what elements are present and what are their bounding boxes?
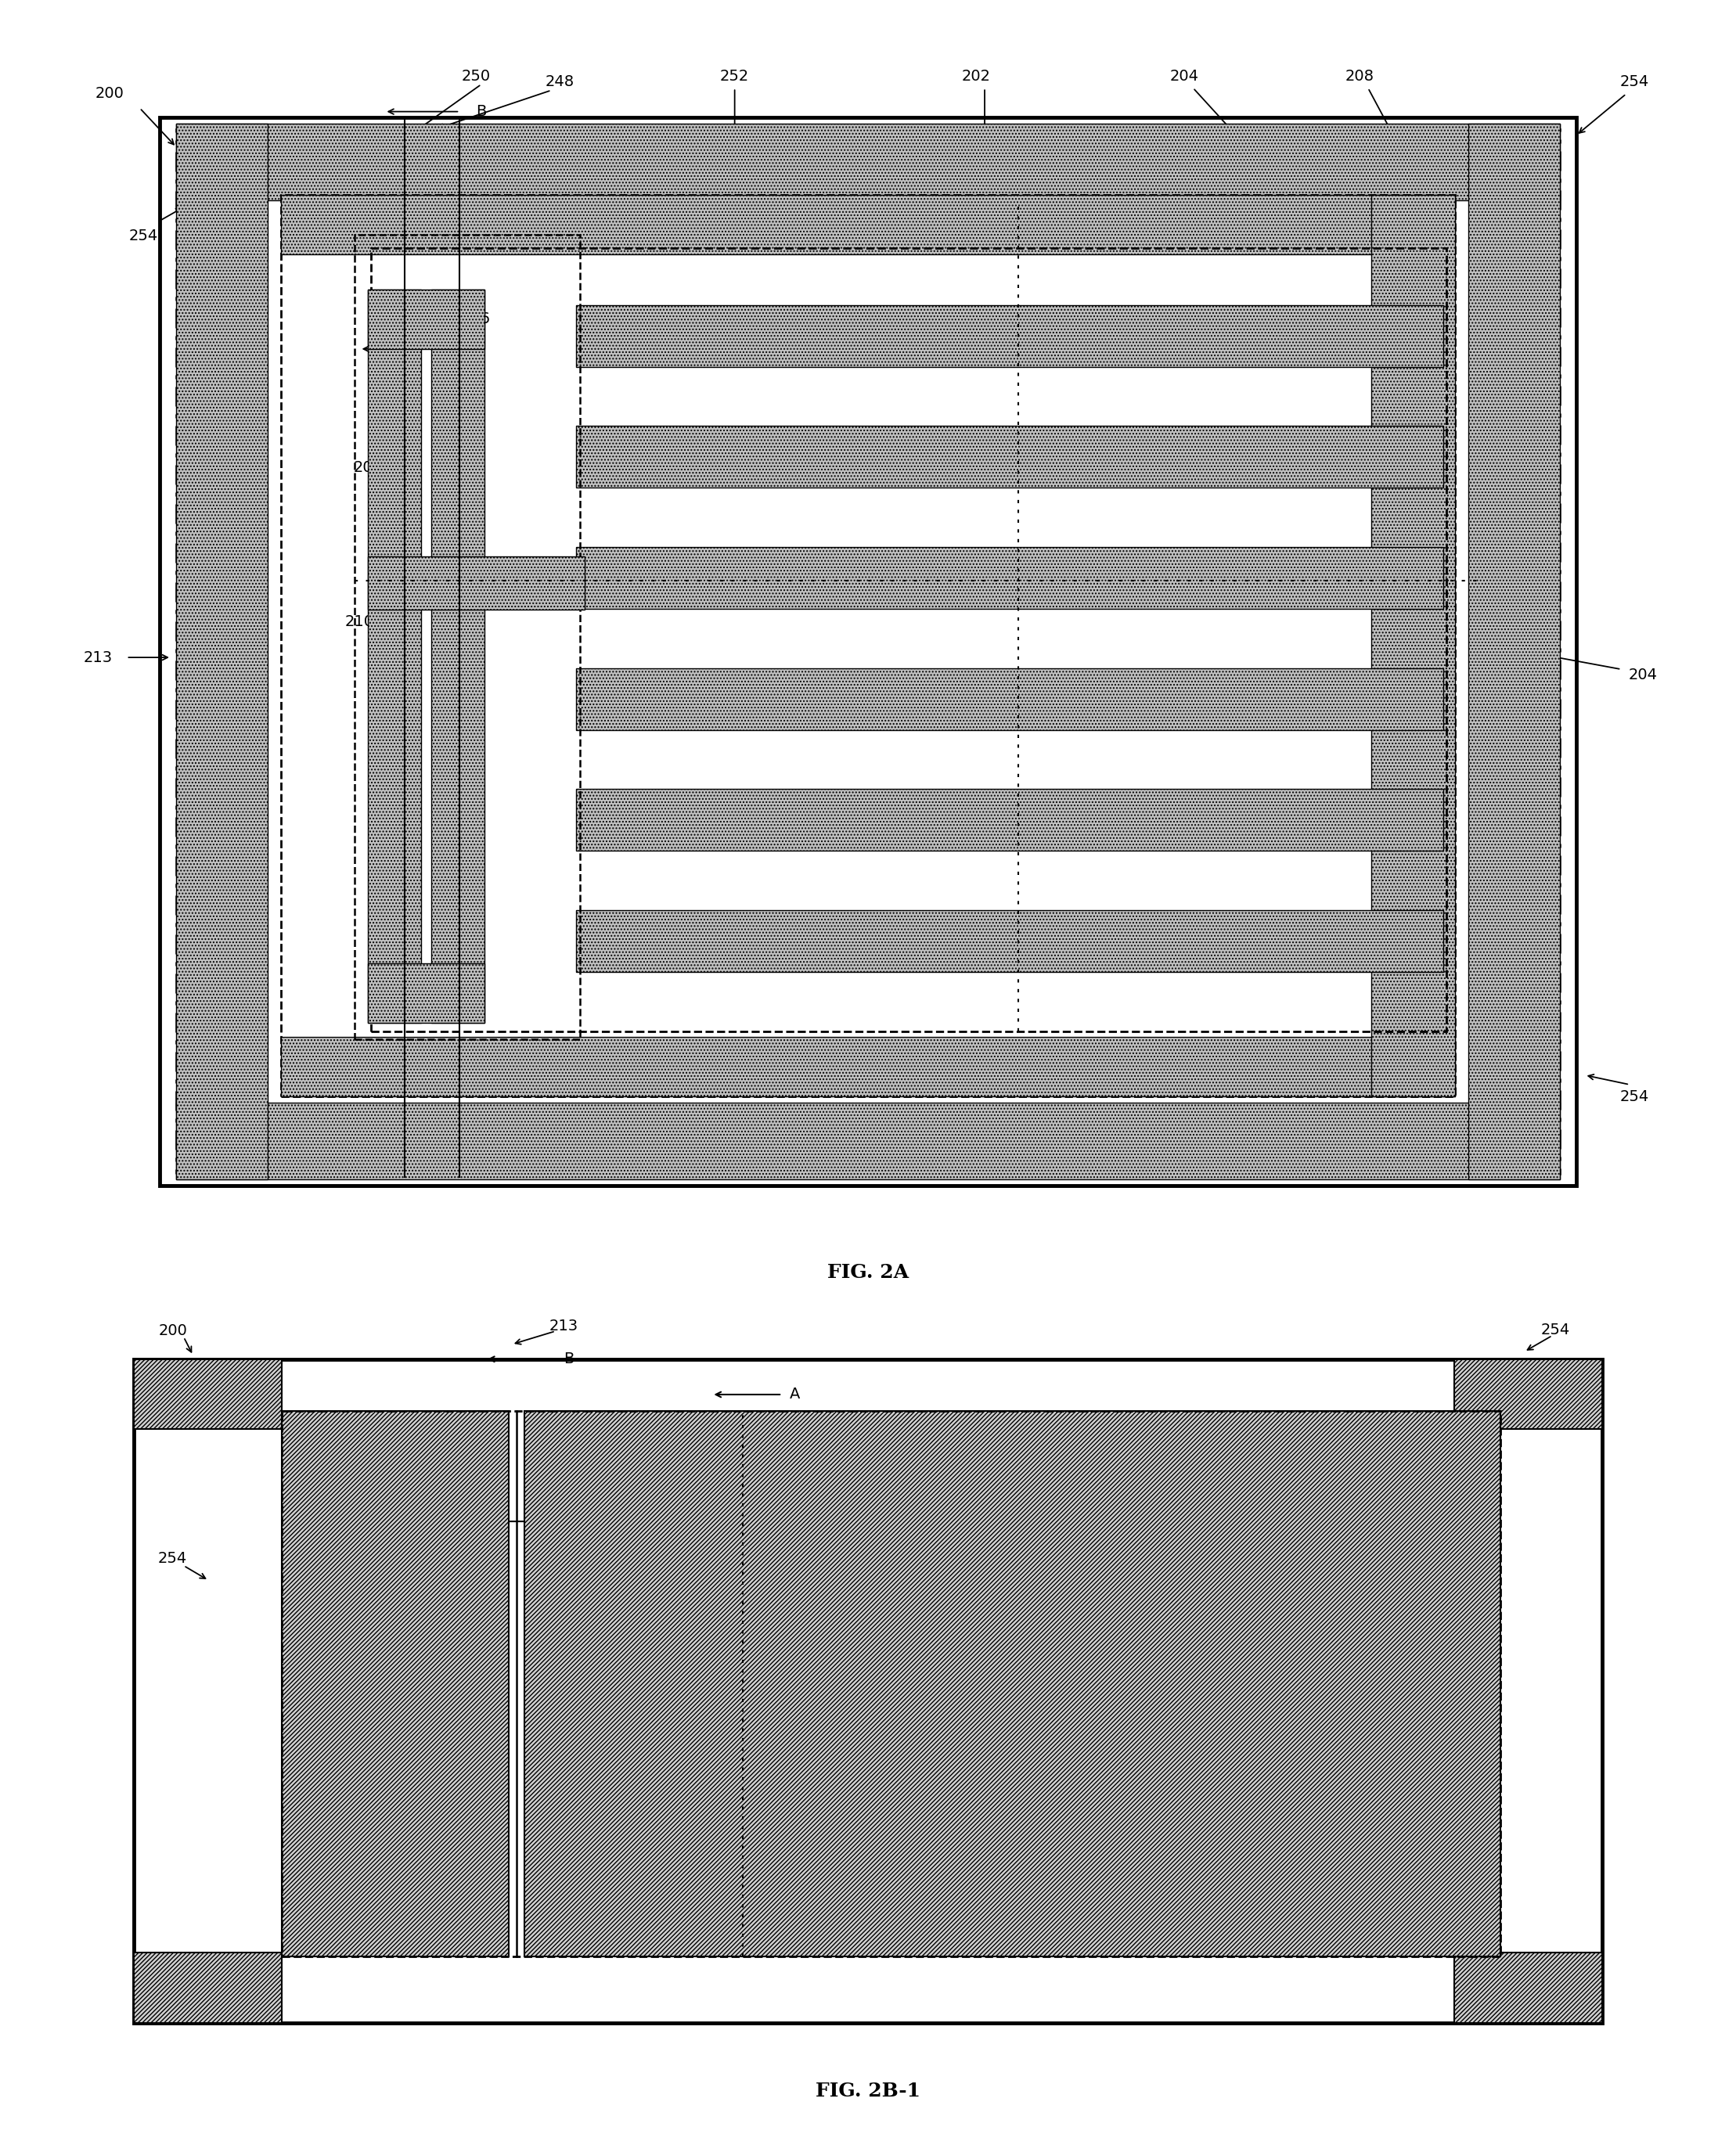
Bar xyxy=(177,1103,1559,1180)
Text: B: B xyxy=(561,1514,571,1529)
Text: A: A xyxy=(1068,673,1078,688)
Bar xyxy=(134,1360,283,1428)
Text: 202: 202 xyxy=(962,68,991,83)
Text: 200: 200 xyxy=(95,86,125,100)
Bar xyxy=(576,789,1443,851)
Bar xyxy=(576,425,1443,487)
Text: B: B xyxy=(448,342,458,357)
Text: 250: 250 xyxy=(462,68,491,83)
Text: 208: 208 xyxy=(1345,68,1375,83)
Bar xyxy=(368,556,585,609)
Bar xyxy=(524,1411,1500,1956)
Text: 206: 206 xyxy=(462,312,491,327)
Bar xyxy=(283,1411,1500,1956)
Text: A: A xyxy=(790,1742,800,1757)
Bar xyxy=(431,289,484,1022)
Bar xyxy=(281,195,1455,254)
Text: B: B xyxy=(564,1351,575,1366)
Bar xyxy=(1455,1952,1602,2023)
Text: 254: 254 xyxy=(158,1550,187,1565)
Bar xyxy=(368,289,484,348)
Text: 210: 210 xyxy=(345,614,375,629)
Bar xyxy=(177,124,1559,201)
Text: A: A xyxy=(1076,162,1087,177)
Bar xyxy=(368,964,484,1022)
Bar xyxy=(368,289,422,1022)
Text: 254: 254 xyxy=(158,1967,187,1982)
Text: 207: 207 xyxy=(354,460,382,475)
Bar xyxy=(576,547,1443,609)
Text: 204: 204 xyxy=(1170,68,1200,83)
Bar xyxy=(1455,1360,1602,1428)
Bar xyxy=(372,248,1446,1031)
Bar xyxy=(281,1037,1455,1097)
Bar xyxy=(576,667,1443,729)
Text: 252: 252 xyxy=(729,1535,757,1550)
Text: 248: 248 xyxy=(545,75,575,90)
Bar xyxy=(160,118,1576,1184)
Bar xyxy=(576,306,1443,368)
Bar xyxy=(281,195,1455,1097)
Text: 254: 254 xyxy=(1542,1967,1569,1982)
Bar xyxy=(354,235,580,1039)
Bar xyxy=(283,1411,509,1956)
Text: 254: 254 xyxy=(1620,75,1649,90)
Text: FIG. 2A: FIG. 2A xyxy=(828,1264,908,1281)
Text: B: B xyxy=(476,105,486,120)
Text: 254: 254 xyxy=(128,229,158,244)
Text: 213: 213 xyxy=(549,1319,578,1334)
Text: 200: 200 xyxy=(158,1323,187,1338)
Text: 213: 213 xyxy=(83,650,113,665)
Bar xyxy=(177,124,267,1180)
Bar xyxy=(134,1952,283,2023)
Text: A: A xyxy=(790,1388,800,1403)
Text: 248: 248 xyxy=(307,1728,335,1742)
Bar xyxy=(177,130,1559,1174)
Text: 254: 254 xyxy=(1620,1088,1649,1103)
Text: FIG. 2B-1: FIG. 2B-1 xyxy=(816,2082,920,2100)
Text: 252: 252 xyxy=(720,68,750,83)
Bar xyxy=(576,911,1443,973)
Text: 254: 254 xyxy=(1542,1321,1569,1336)
Text: 204: 204 xyxy=(1628,667,1658,682)
Bar xyxy=(1469,124,1559,1180)
Bar xyxy=(1371,195,1455,1097)
